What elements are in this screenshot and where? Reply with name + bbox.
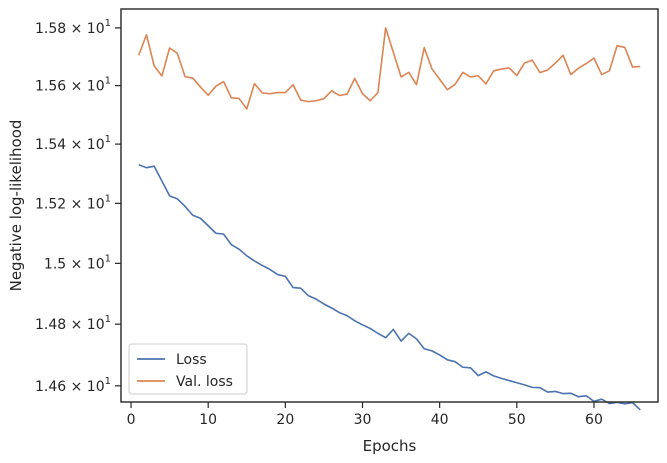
y-axis-label: Negative log-likelihood: [7, 120, 25, 292]
x-axis-label: Epochs: [363, 437, 417, 455]
y-tick-label: 1.54 × 101: [35, 134, 111, 153]
y-tick-label: 1.56 × 101: [35, 76, 111, 95]
legend-label: Val. loss: [176, 374, 233, 390]
axis-ticks: 0 10 20 30 40 50 60 1.46 × 101 1.48 × 101 1.5 × 1…: [35, 18, 603, 428]
x-tick-label: 60: [585, 412, 603, 428]
y-tick-label: 1.52 × 101: [35, 193, 111, 212]
series-line-loss: [138, 163, 641, 411]
y-tick-label: 1.5 × 101: [44, 253, 111, 272]
x-tick-label: 0: [127, 412, 136, 428]
x-tick-label: 30: [354, 412, 372, 428]
series-line-val-loss: [138, 27, 641, 110]
legend: Loss Val. loss: [128, 343, 248, 395]
x-tick-label: 10: [199, 412, 217, 428]
x-tick-label: 20: [276, 412, 294, 428]
x-tick-label: 50: [508, 412, 526, 428]
series-layer: [138, 27, 641, 411]
plot-frame: [120, 8, 659, 403]
y-tick-label: 1.46 × 101: [35, 376, 111, 395]
x-tick-label: 40: [431, 412, 449, 428]
legend-label: Loss: [176, 352, 207, 368]
y-tick-label: 1.58 × 101: [35, 18, 111, 37]
y-tick-label: 1.48 × 101: [35, 314, 111, 333]
